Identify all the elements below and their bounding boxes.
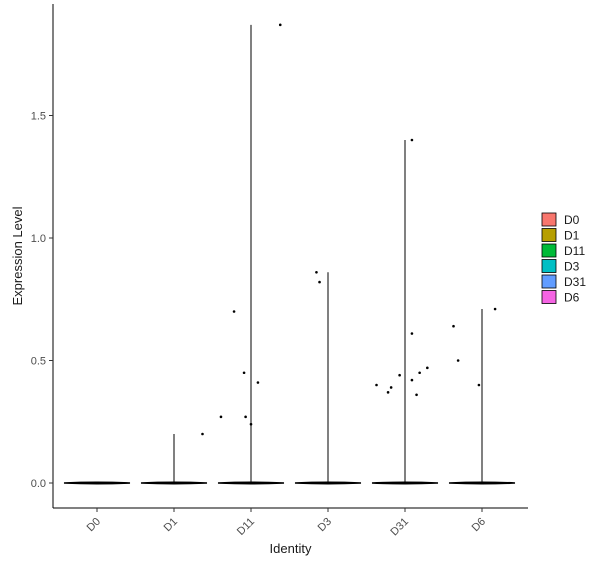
x-tick-label: D31 bbox=[388, 516, 411, 539]
data-point bbox=[219, 415, 223, 419]
violin-D0 bbox=[63, 481, 131, 485]
data-point bbox=[318, 280, 321, 284]
legend-item-D1: D1 bbox=[541, 228, 580, 243]
y-tick-label: 1.0 bbox=[31, 233, 46, 245]
legend-swatch bbox=[541, 274, 557, 289]
y-tick-label: 0.0 bbox=[31, 478, 46, 490]
y-axis-title: Expression Level bbox=[10, 206, 25, 305]
violin-body bbox=[63, 481, 131, 485]
x-tick-label: D6 bbox=[470, 516, 488, 534]
data-point bbox=[477, 383, 481, 387]
data-point bbox=[242, 371, 246, 375]
legend-label: D11 bbox=[564, 244, 585, 258]
x-axis-title: Identity bbox=[270, 541, 312, 556]
legend-swatch bbox=[541, 290, 557, 304]
violin-D31 bbox=[371, 140, 439, 485]
violin-D11 bbox=[217, 24, 285, 485]
legend-label: D6 bbox=[564, 291, 580, 305]
data-point bbox=[244, 415, 247, 419]
violins-layer bbox=[63, 24, 516, 485]
data-point bbox=[426, 366, 429, 370]
legend-swatch bbox=[541, 228, 557, 242]
legend-item-D6: D6 bbox=[541, 290, 580, 305]
data-point bbox=[456, 359, 460, 362]
legend-item-D31: D31 bbox=[541, 274, 586, 289]
tick-labels-layer: 0.0 0.5 1.0 1.5 D0 D1 D11 D3 D31 D6 bbox=[31, 111, 488, 539]
data-point bbox=[386, 391, 390, 394]
data-point bbox=[452, 324, 455, 328]
data-point bbox=[415, 393, 418, 397]
legend-label: D0 bbox=[564, 213, 580, 227]
legend-item-D3: D3 bbox=[541, 259, 580, 274]
data-point bbox=[398, 373, 401, 377]
data-point bbox=[315, 271, 318, 274]
data-point bbox=[375, 383, 378, 387]
y-tick-label: 1.5 bbox=[31, 111, 46, 123]
data-point bbox=[256, 381, 260, 384]
data-point bbox=[410, 378, 414, 382]
legend-item-D11: D11 bbox=[541, 243, 585, 258]
legend-swatch bbox=[541, 243, 557, 258]
data-point bbox=[418, 371, 421, 375]
axes-layer bbox=[52, 4, 528, 509]
x-tick-label: D11 bbox=[235, 516, 257, 538]
legend-swatch bbox=[541, 259, 557, 273]
data-point bbox=[493, 307, 497, 311]
x-tick-label: D1 bbox=[162, 516, 180, 534]
data-point bbox=[410, 138, 414, 142]
data-point bbox=[389, 386, 393, 389]
data-point bbox=[410, 332, 414, 335]
legend-item-D0: D0 bbox=[541, 212, 580, 227]
data-point bbox=[278, 23, 282, 27]
legend-label: D31 bbox=[564, 275, 586, 289]
x-tick-label: D0 bbox=[85, 516, 103, 534]
legend-swatch bbox=[541, 212, 557, 227]
points-layer bbox=[201, 23, 497, 436]
x-tick-label: D3 bbox=[316, 516, 334, 534]
data-point bbox=[249, 422, 253, 426]
legend-label: D1 bbox=[564, 229, 580, 243]
violin-D6 bbox=[448, 309, 516, 485]
violin-D1 bbox=[140, 434, 208, 485]
legend-label: D3 bbox=[564, 260, 580, 274]
data-point bbox=[201, 432, 204, 436]
violin-D3 bbox=[294, 272, 362, 485]
y-tick-label: 0.5 bbox=[31, 356, 46, 368]
data-point bbox=[232, 310, 236, 313]
